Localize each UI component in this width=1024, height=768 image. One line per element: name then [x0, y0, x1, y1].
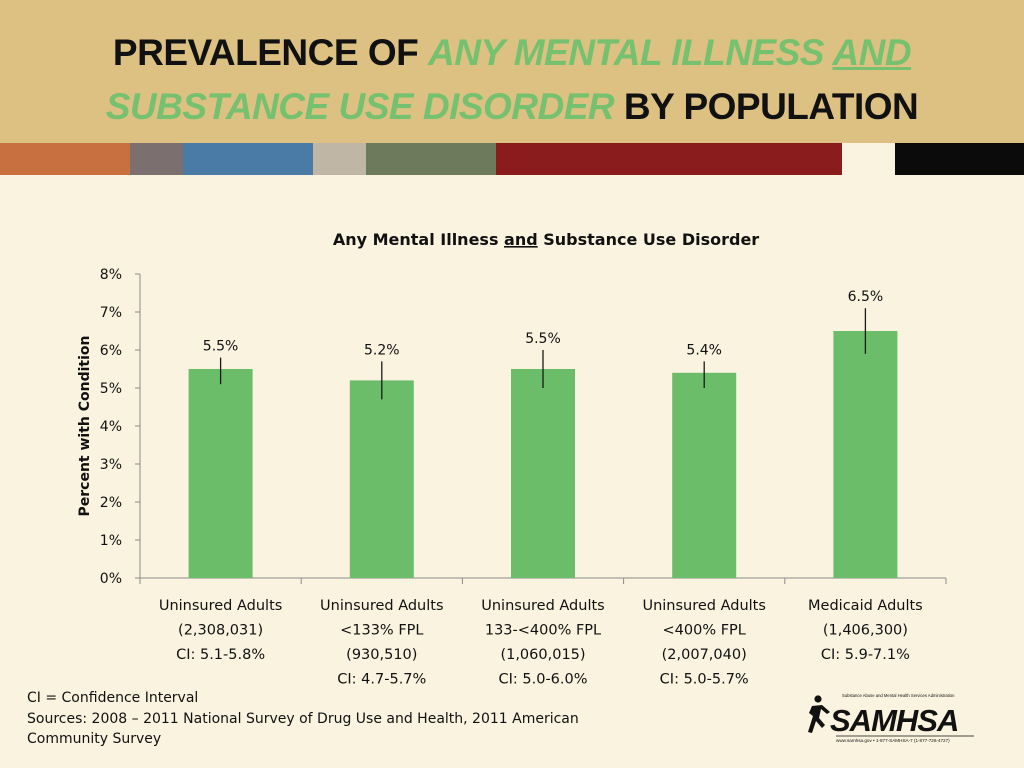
chart-title: Any Mental Illness and Substance Use Dis… — [333, 230, 759, 249]
svg-text:www.samhsa.gov • 1-877-SAMHSA-: www.samhsa.gov • 1-877-SAMHSA-7 (1-877-7… — [836, 738, 950, 743]
title-part-4: SUBSTANCE USE DISORDER — [105, 86, 615, 127]
y-tick-label: 2% — [100, 495, 122, 511]
bars: 5.5% Uninsured Adults (2,308,031) CI: 5.1-5… — [139, 289, 947, 688]
y-tick-label: 8% — [100, 267, 122, 283]
stripe-1 — [0, 143, 130, 175]
title-part-1: PREVALENCE OF — [112, 32, 428, 73]
x-tick-label: <400% FPL — [663, 623, 746, 639]
data-label: 5.4% — [686, 342, 722, 358]
stripe-7 — [842, 143, 895, 175]
x-tick-label: Uninsured Adults — [320, 598, 443, 614]
bar — [833, 331, 898, 578]
chart-title-part-3: Substance Use Disorder — [538, 230, 760, 249]
stripe-5 — [366, 143, 496, 175]
footer-notes: CI = Confidence Interval Sources: 2008 –… — [27, 688, 627, 750]
samhsa-logo: SAMHSA Substance Abuse and Mental Health… — [808, 693, 974, 743]
color-stripe-band — [0, 143, 1024, 175]
chart-title-part-1: Any Mental Illness — [333, 230, 504, 249]
title-part-2: ANY MENTAL ILLNESS — [428, 32, 833, 73]
stripe-6 — [496, 143, 842, 175]
y-tick-label: 4% — [100, 419, 122, 435]
stripe-3 — [183, 143, 313, 175]
y-tick-label: 5% — [100, 381, 122, 397]
bar — [349, 380, 414, 578]
x-tick-label: CI: 5.0-5.7% — [660, 672, 749, 688]
page-title: PREVALENCE OF ANY MENTAL ILLNESS AND SUBS… — [0, 26, 1024, 134]
y-tick-label: 6% — [100, 343, 122, 359]
data-label: 5.5% — [525, 331, 561, 347]
x-tick-label: Medicaid Adults — [808, 598, 923, 614]
footer-line-3: Community Survey — [27, 731, 162, 747]
y-tick-label: 0% — [100, 571, 122, 587]
y-tick-label: 3% — [100, 457, 122, 473]
header-banner — [0, 0, 1024, 143]
y-tick-label: 7% — [100, 305, 122, 321]
footer-line-2: Sources: 2008 – 2011 National Survey of … — [27, 710, 579, 727]
x-tick-label: CI: 5.1-5.8% — [176, 647, 265, 663]
y-ticks: 0% 1% 2% 3% 4% 5% 6% 7% 8% — [100, 267, 140, 587]
x-tick-label: Uninsured Adults — [159, 598, 282, 614]
y-axis-label: Percent with Condition — [77, 335, 93, 516]
chart-title-part-2: and — [504, 230, 538, 249]
x-tick-label: <133% FPL — [340, 623, 423, 639]
title-part-3: AND — [832, 32, 912, 73]
footer-line-1: CI = Confidence Interval — [27, 690, 199, 706]
stripe-2 — [130, 143, 183, 175]
data-label: 6.5% — [848, 289, 884, 305]
data-label: 5.5% — [203, 339, 239, 355]
x-tick-label: (930,510) — [346, 647, 417, 663]
runner-figure-icon — [808, 695, 830, 733]
x-tick-label: CI: 5.9-7.1% — [821, 647, 910, 663]
x-tick-label: (2,308,031) — [178, 623, 263, 639]
title-part-5: BY POPULATION — [614, 86, 919, 127]
data-label: 5.2% — [364, 342, 400, 358]
svg-text:SAMHSA: SAMHSA — [830, 703, 958, 738]
y-tick-label: 1% — [100, 533, 122, 549]
bar — [511, 369, 575, 578]
x-tick-label: 133-<400% FPL — [485, 623, 601, 639]
x-tick-label: Uninsured Adults — [642, 598, 765, 614]
stripe-4 — [313, 143, 366, 175]
bar — [672, 372, 737, 578]
x-tick-label: CI: 4.7-5.7% — [337, 672, 426, 688]
x-tick-label: (1,060,015) — [500, 647, 585, 663]
x-tick-label: (2,007,040) — [662, 647, 747, 663]
bar — [188, 369, 253, 578]
x-tick-label: (1,406,300) — [823, 623, 908, 639]
svg-text:Substance Abuse and Mental Hea: Substance Abuse and Mental Health Servic… — [842, 693, 955, 698]
bar-chart: Any Mental Illness and Substance Use Dis… — [77, 230, 947, 688]
x-tick-label: Uninsured Adults — [481, 598, 604, 614]
stripe-8 — [895, 143, 1024, 175]
x-tick-label: CI: 5.0-6.0% — [498, 672, 587, 688]
